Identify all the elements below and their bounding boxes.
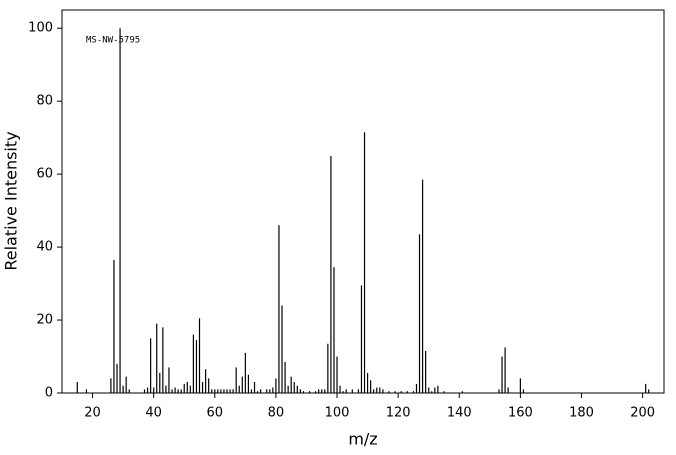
x-tick-label: 160 <box>508 406 533 421</box>
x-tick-label: 140 <box>447 406 472 421</box>
x-tick-label: 80 <box>268 406 285 421</box>
x-tick-label: 100 <box>325 406 350 421</box>
y-tick-label: 100 <box>28 21 53 36</box>
x-tick-label: 180 <box>569 406 594 421</box>
x-tick-label: 60 <box>207 406 224 421</box>
y-tick-label: 60 <box>36 167 53 182</box>
x-tick-label: 120 <box>386 406 411 421</box>
y-tick-label: 80 <box>36 94 53 109</box>
y-tick-label: 20 <box>36 313 53 328</box>
annotation: MS-NW-5795 <box>86 36 140 46</box>
plot-frame <box>61 9 665 394</box>
y-axis-label: Relative Intensity <box>2 131 21 270</box>
x-tick-label: 20 <box>84 406 101 421</box>
y-tick-label: 0 <box>45 386 53 401</box>
y-tick-label: 40 <box>36 240 53 255</box>
x-tick-label: 40 <box>145 406 162 421</box>
x-axis-label: m/z <box>348 430 377 449</box>
x-tick-label: 200 <box>630 406 655 421</box>
